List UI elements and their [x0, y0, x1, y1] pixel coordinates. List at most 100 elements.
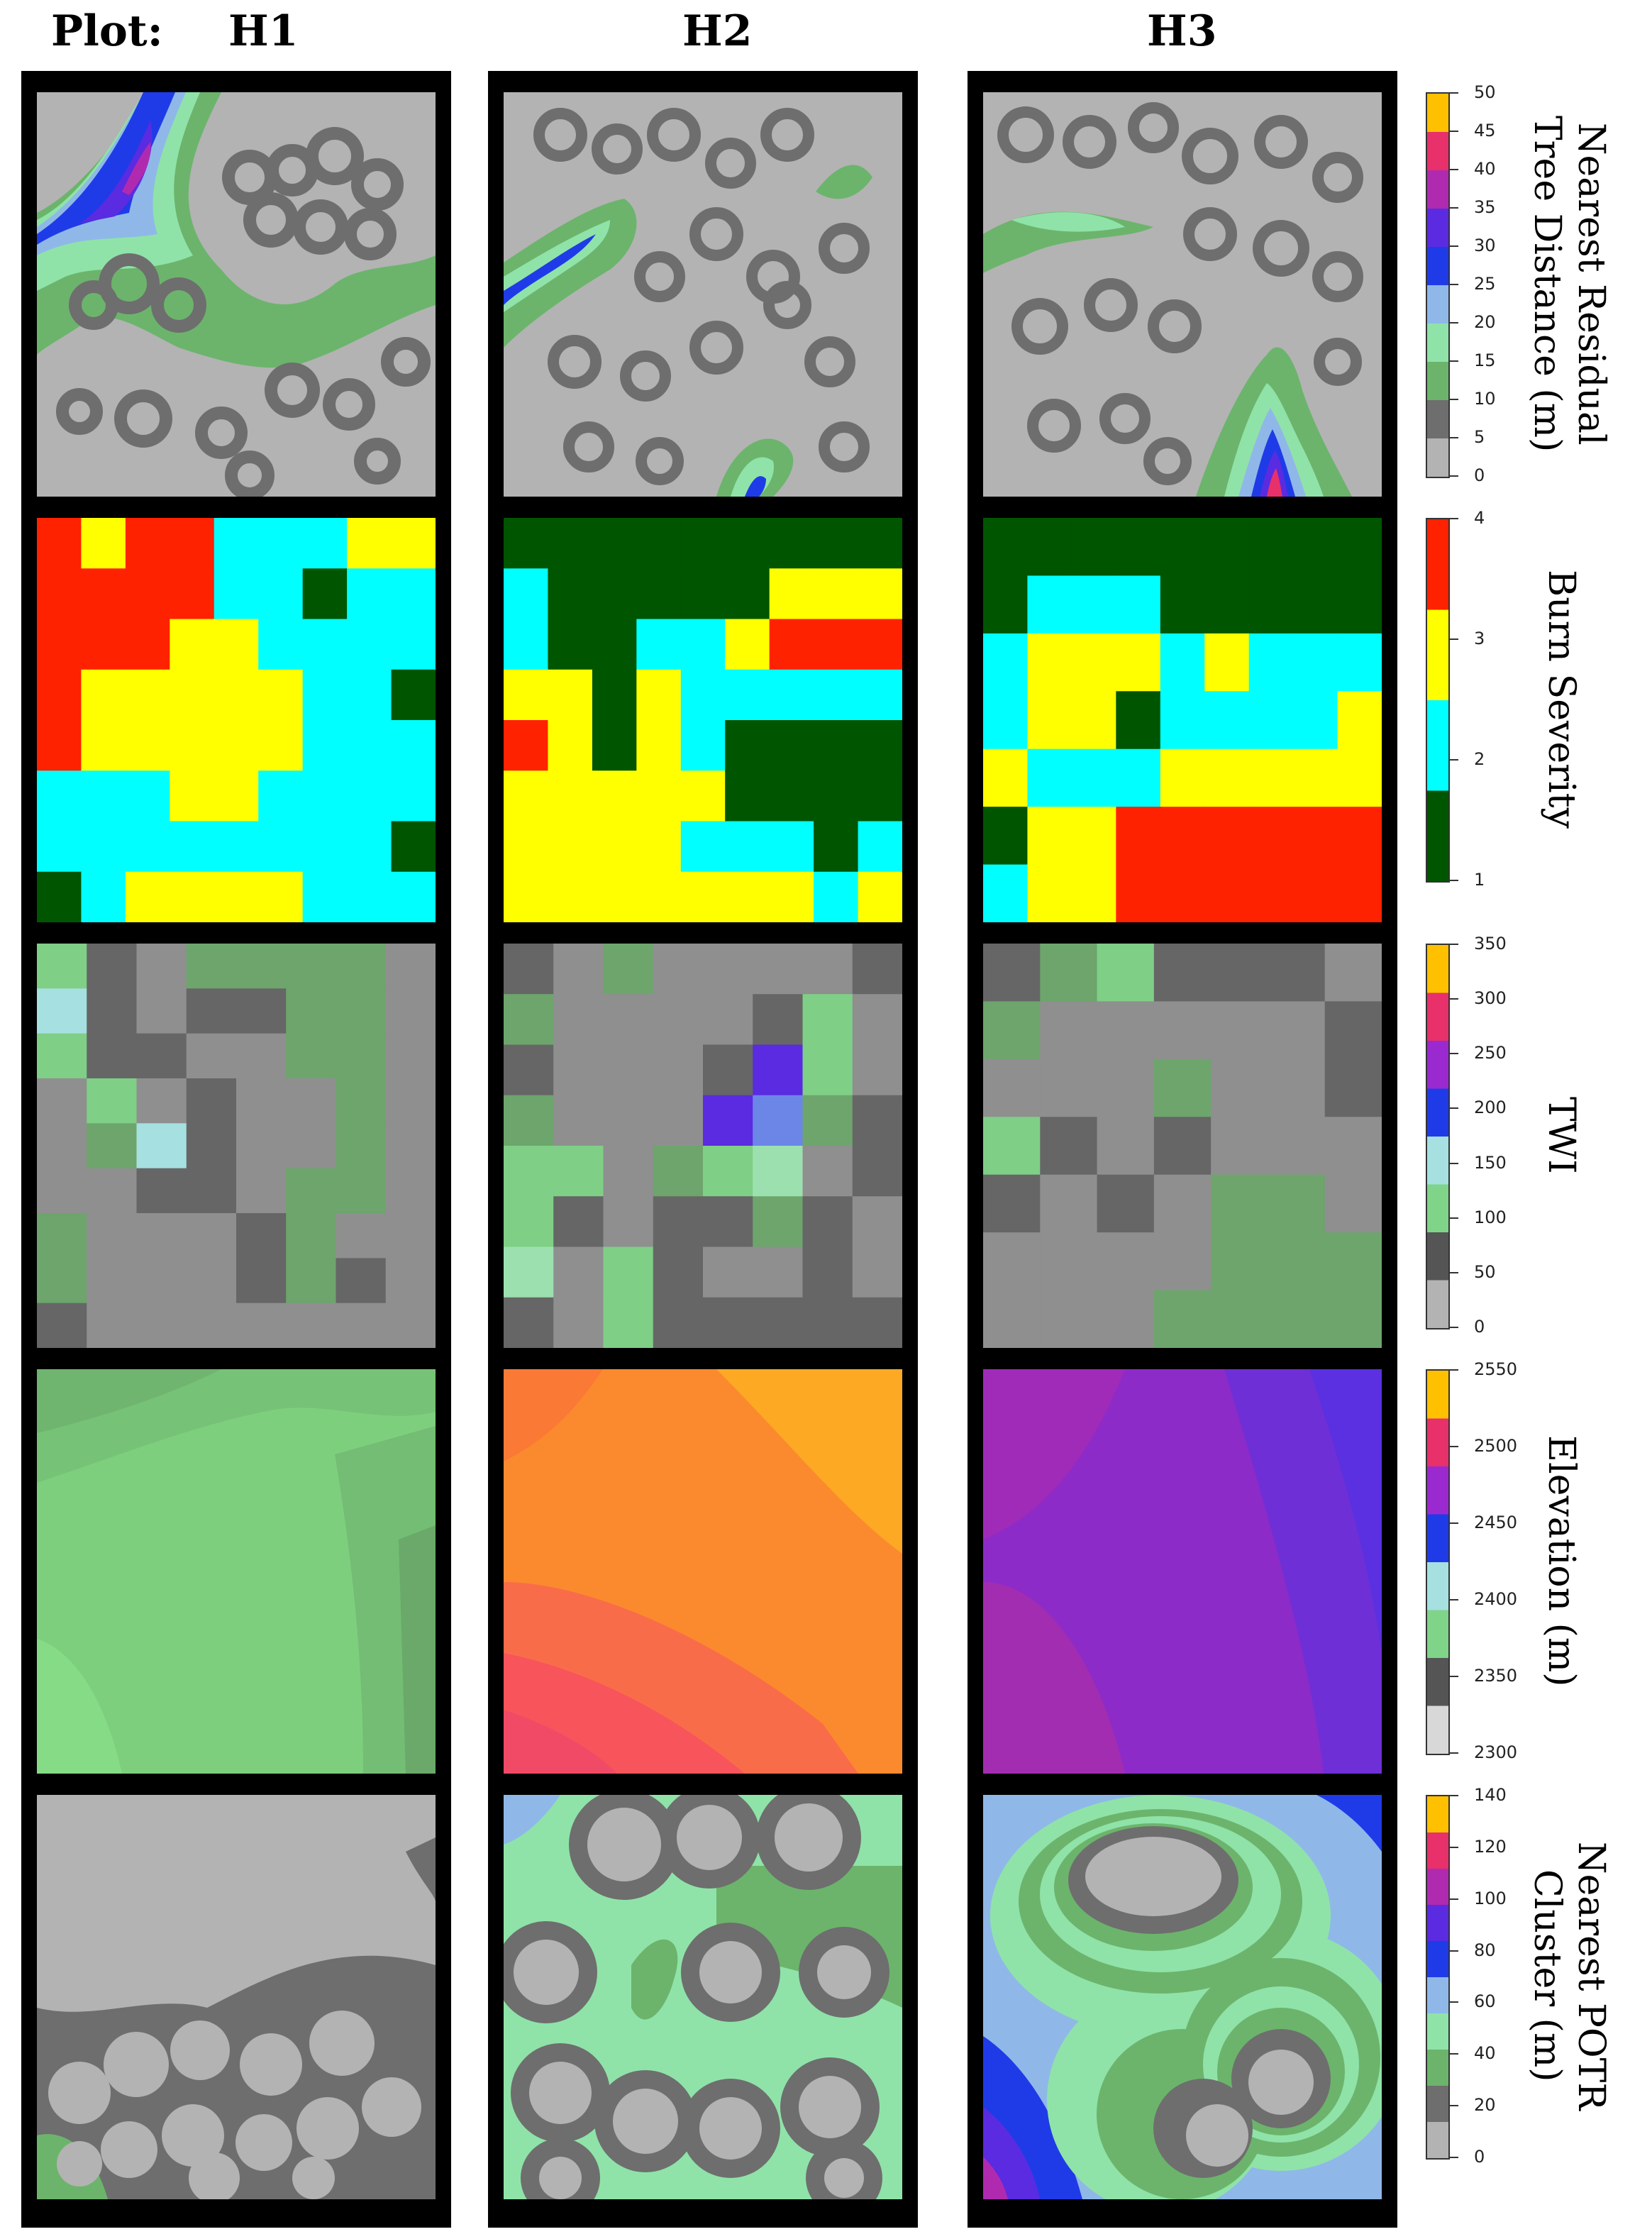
burn-cell	[258, 669, 304, 721]
burn-cell	[1071, 633, 1116, 692]
legend-tick-mark	[1450, 1846, 1458, 1848]
twi-cell	[1268, 1117, 1326, 1176]
twi-cell	[136, 944, 187, 989]
burn-cell	[258, 518, 304, 569]
burn-cell	[1248, 807, 1294, 866]
twi-cell	[236, 1213, 287, 1259]
twi-cell	[1211, 1058, 1269, 1117]
burn-cell	[769, 518, 814, 569]
twi-cell	[983, 1232, 1041, 1291]
burn-cell	[725, 821, 770, 873]
burn-cell	[1116, 748, 1161, 807]
twi-cell	[852, 994, 902, 1046]
burn-cell	[1204, 864, 1250, 922]
twi-cell	[703, 1095, 753, 1146]
twi-cell	[286, 1168, 337, 1214]
legend-colorbar	[1426, 518, 1450, 883]
twi-cell	[1324, 1001, 1382, 1060]
twi-cell	[504, 994, 554, 1046]
legend-tick-label: 140	[1474, 1785, 1507, 1805]
twi-cell	[186, 1303, 237, 1348]
legend-tick-label: 100	[1474, 1888, 1507, 1908]
burn-cell	[814, 821, 859, 873]
legend-tick-label: 250	[1474, 1043, 1507, 1063]
twi-cell	[603, 1196, 654, 1248]
twi-cell	[753, 1196, 804, 1248]
legend-tick-label: 4	[1474, 508, 1485, 528]
legend-tick-mark	[1450, 1446, 1458, 1447]
burn-cell	[170, 669, 215, 721]
twi-cell	[236, 1078, 287, 1124]
burn-cell	[1204, 748, 1250, 807]
twi-cell	[1040, 1174, 1098, 1233]
legend-tick-label: 3	[1474, 629, 1485, 648]
burn-cell	[1293, 575, 1338, 634]
burn-cell	[302, 770, 348, 822]
burn-cell	[1071, 518, 1116, 577]
twi-cell	[653, 1146, 704, 1197]
twi-cell	[504, 1196, 554, 1248]
burn-cell	[1248, 864, 1294, 922]
twi-cell	[1097, 1290, 1155, 1348]
burn-cell	[983, 807, 1029, 866]
burn-cell	[814, 568, 859, 620]
twi-cell	[1211, 1232, 1269, 1291]
burn-cell	[170, 568, 215, 620]
burn-cell	[548, 770, 593, 822]
plot-label: Plot:	[51, 6, 163, 56]
burn-cell	[1027, 518, 1072, 577]
legend-tick-label: 1	[1474, 870, 1485, 890]
twi-cell	[703, 994, 753, 1046]
burn-cell	[725, 619, 770, 670]
burn-cell	[1337, 691, 1382, 750]
legend-tick-label: 200	[1474, 1098, 1507, 1118]
twi-cell	[1324, 1058, 1382, 1117]
burn-severity-map-h3	[983, 518, 1382, 922]
twi-cell	[802, 1146, 853, 1197]
twi-cell	[136, 1258, 187, 1304]
burn-cell	[1027, 575, 1072, 634]
burn-cell	[1116, 807, 1161, 866]
twi-cell	[553, 1196, 604, 1248]
twi-cell	[1268, 1232, 1326, 1291]
panel-h1-residual-distance	[37, 92, 436, 497]
twi-cell	[753, 1146, 804, 1197]
burn-cell	[1071, 864, 1116, 922]
burn-cell	[814, 871, 859, 922]
burn-cell	[1160, 748, 1205, 807]
legend-title: Elevation (m)	[1540, 1434, 1582, 1687]
twi-cell	[186, 1033, 237, 1079]
twi-map-h1	[37, 944, 436, 1348]
twi-cell	[553, 994, 604, 1046]
burn-cell	[1116, 864, 1161, 922]
twi-cell	[87, 944, 138, 989]
burn-cell	[214, 669, 259, 721]
panel-h3-potr-cluster	[983, 1795, 1382, 2199]
legend-tick-label: 2400	[1474, 1589, 1518, 1609]
twi-cell	[753, 1044, 804, 1096]
twi-cell	[1324, 1174, 1382, 1233]
burn-cell	[170, 871, 215, 922]
twi-cell	[37, 1213, 87, 1259]
panel-h3-elevation	[983, 1369, 1382, 1774]
burn-cell	[81, 770, 126, 822]
burn-cell	[592, 619, 637, 670]
burn-cell	[814, 518, 859, 569]
twi-cell	[286, 1303, 337, 1348]
burn-cell	[504, 871, 549, 922]
twi-cell	[136, 1168, 187, 1214]
burn-cell	[1116, 691, 1161, 750]
burn-cell	[504, 720, 549, 771]
twi-cell	[136, 1213, 187, 1259]
burn-cell	[680, 770, 726, 822]
legend-tick-mark	[1450, 998, 1458, 1000]
burn-cell	[1248, 518, 1294, 577]
burn-cell	[1160, 807, 1205, 866]
burn-cell	[302, 619, 348, 670]
legend-colorbar	[1426, 1795, 1450, 2160]
legend-tick-mark	[1450, 1271, 1458, 1273]
legend-tick-label: 300	[1474, 988, 1507, 1009]
twi-cell	[983, 1001, 1041, 1060]
twi-cell	[87, 1033, 138, 1079]
twi-cell	[983, 1058, 1041, 1117]
